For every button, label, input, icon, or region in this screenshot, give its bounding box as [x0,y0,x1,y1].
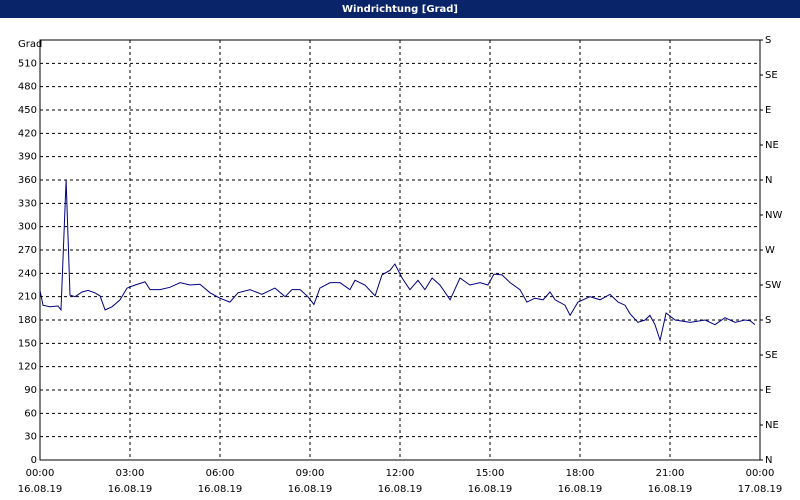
y-tick-label: 60 [24,408,37,419]
y-tick-label: 390 [18,152,37,163]
y2-tick-label: W [765,245,775,256]
x-tick-label: 21:00 [656,468,685,479]
y-tick-label: 360 [18,175,37,186]
x-tick-label: 09:00 [296,468,325,479]
x-tick-label: 00:00 [746,468,775,479]
y2-tick-label: NE [765,140,779,151]
y-tick-label: 150 [18,338,37,349]
x-tick-date: 16.08.19 [468,484,513,495]
y2-tick-label: E [765,385,771,396]
y-tick-label: 90 [24,385,37,396]
y-tick-label: 420 [18,128,37,139]
x-tick-date: 16.08.19 [198,484,243,495]
title-bar [0,0,800,18]
y2-tick-label: S [765,35,771,46]
x-tick-date: 16.08.19 [288,484,333,495]
x-tick-date: 16.08.19 [378,484,423,495]
y-tick-label: 480 [18,82,37,93]
x-tick-date: 16.08.19 [18,484,63,495]
y-tick-label: 0 [31,455,37,466]
y-tick-label: 330 [18,198,37,209]
plot-frame [39,39,761,461]
y-tick-label: 30 [24,432,37,443]
x-tick-date: 16.08.19 [108,484,153,495]
y-tick-label: 120 [18,362,37,373]
y2-tick-label: N [765,175,772,186]
y-tick-label: 270 [18,245,37,256]
y2-tick-label: E [765,105,771,116]
x-tick-label: 15:00 [476,468,505,479]
y-tick-label: 180 [18,315,37,326]
x-tick-label: 00:00 [26,468,55,479]
y2-tick-label: SW [765,280,781,291]
y-tick-label: 510 [18,58,37,69]
x-tick-date: 16.08.19 [648,484,693,495]
y2-tick-label: NE [765,420,779,431]
y2-tick-label: S [765,315,771,326]
x-tick-label: 03:00 [116,468,145,479]
x-tick-date: 16.08.19 [558,484,603,495]
y-tick-label: 300 [18,222,37,233]
y-axis-label: Grad [18,39,42,50]
x-tick-label: 18:00 [566,468,595,479]
y2-tick-label: NW [765,210,782,221]
y2-tick-label: SE [765,350,778,361]
y2-tick-label: N [765,455,772,466]
x-tick-date: 17.08.19 [738,484,783,495]
chart-title: Windrichtung [Grad] [342,4,458,15]
y-tick-label: 210 [18,292,37,303]
x-tick-label: 12:00 [386,468,415,479]
y-tick-label: 240 [18,268,37,279]
y-tick-label: 450 [18,105,37,116]
x-tick-label: 06:00 [206,468,235,479]
data-line [39,179,756,343]
y2-tick-label: SE [765,70,778,81]
